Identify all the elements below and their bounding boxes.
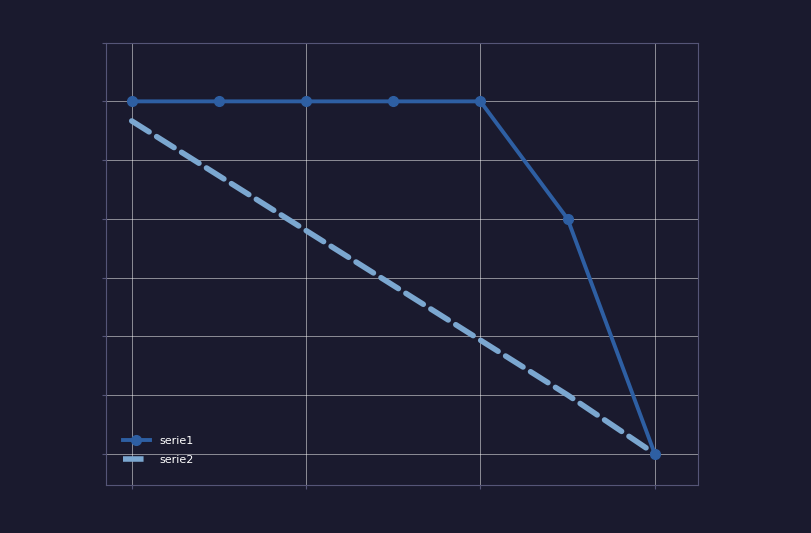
Legend: serie1, serie2: serie1, serie2 (117, 431, 199, 471)
